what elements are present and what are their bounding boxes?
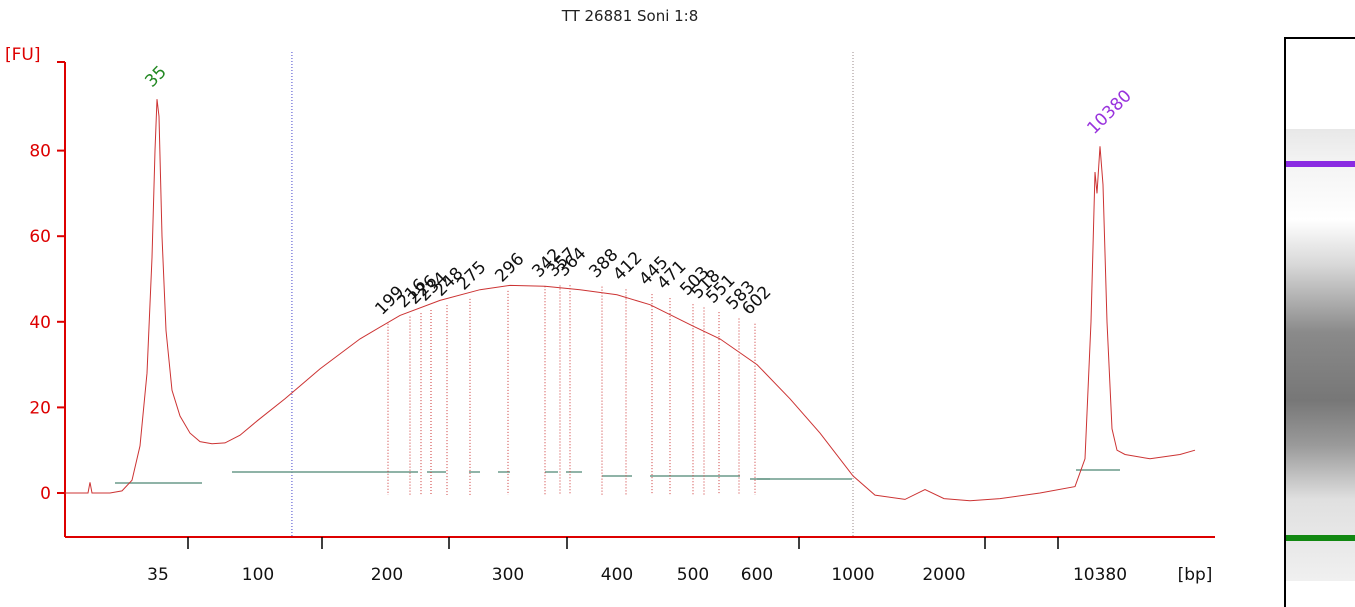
y-tick-label: 60 <box>29 227 51 247</box>
x-tick-label: 400 <box>601 565 633 585</box>
electropherogram-chart: [FU] 0 20 40 60 80 35 100 200 300 400 500 600 1000 200… <box>5 45 1215 585</box>
x-tick-label: 200 <box>371 565 403 585</box>
x-tick-label: 300 <box>492 565 524 585</box>
chart-title: TT 26881 Soni 1:8 <box>561 7 699 25</box>
y-tick-label: 0 <box>40 484 51 504</box>
y-axis-label: [FU] <box>5 45 41 65</box>
x-axis-label: [bp] <box>1178 565 1213 585</box>
gel-image <box>1284 37 1355 607</box>
gel-upper-marker-band <box>1286 161 1355 167</box>
x-tick-label: 500 <box>677 565 709 585</box>
peak-label: 296 <box>491 249 528 286</box>
lower-marker-label: 35 <box>141 62 170 91</box>
y-tick-label: 40 <box>29 313 51 333</box>
x-tick-label: 600 <box>741 565 773 585</box>
y-tick-label: 20 <box>29 398 51 418</box>
x-tick-label: 100 <box>242 565 274 585</box>
upper-marker-label: 10380 <box>1083 86 1135 138</box>
x-tick-label: 2000 <box>922 565 965 585</box>
x-tick-label: 10380 <box>1073 565 1127 585</box>
x-tick-label: 35 <box>147 565 169 585</box>
y-tick-label: 80 <box>29 142 51 162</box>
gel-lower-marker-band <box>1286 535 1355 541</box>
gel-lane <box>1286 129 1355 581</box>
x-tick-label: 1000 <box>831 565 874 585</box>
electropherogram-trace <box>65 99 1196 502</box>
